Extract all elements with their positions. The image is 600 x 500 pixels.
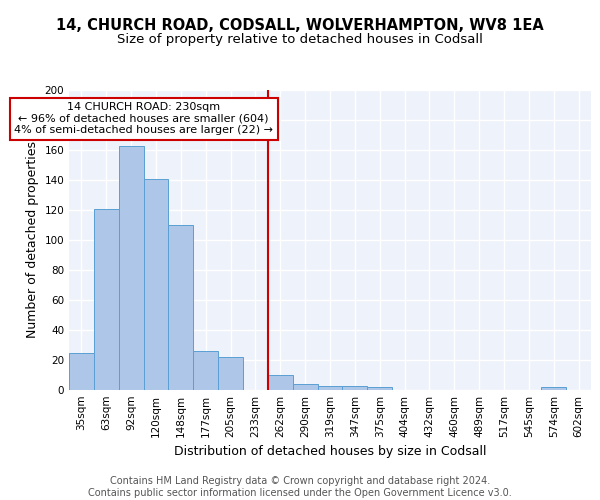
Bar: [169, 225, 193, 390]
Bar: [343, 386, 367, 390]
Bar: [193, 351, 218, 390]
Bar: [367, 387, 392, 390]
Bar: [143, 178, 169, 390]
Text: Size of property relative to detached houses in Codsall: Size of property relative to detached ho…: [117, 32, 483, 46]
Bar: [69, 352, 94, 390]
Bar: [268, 375, 293, 390]
Bar: [218, 357, 243, 390]
Bar: [119, 146, 143, 390]
Text: Contains HM Land Registry data © Crown copyright and database right 2024.
Contai: Contains HM Land Registry data © Crown c…: [88, 476, 512, 498]
Bar: [293, 384, 317, 390]
Bar: [317, 386, 343, 390]
Bar: [541, 387, 566, 390]
Y-axis label: Number of detached properties: Number of detached properties: [26, 142, 39, 338]
X-axis label: Distribution of detached houses by size in Codsall: Distribution of detached houses by size …: [174, 446, 486, 458]
Text: 14, CHURCH ROAD, CODSALL, WOLVERHAMPTON, WV8 1EA: 14, CHURCH ROAD, CODSALL, WOLVERHAMPTON,…: [56, 18, 544, 32]
Text: 14 CHURCH ROAD: 230sqm
← 96% of detached houses are smaller (604)
4% of semi-det: 14 CHURCH ROAD: 230sqm ← 96% of detached…: [14, 102, 273, 135]
Bar: [94, 208, 119, 390]
